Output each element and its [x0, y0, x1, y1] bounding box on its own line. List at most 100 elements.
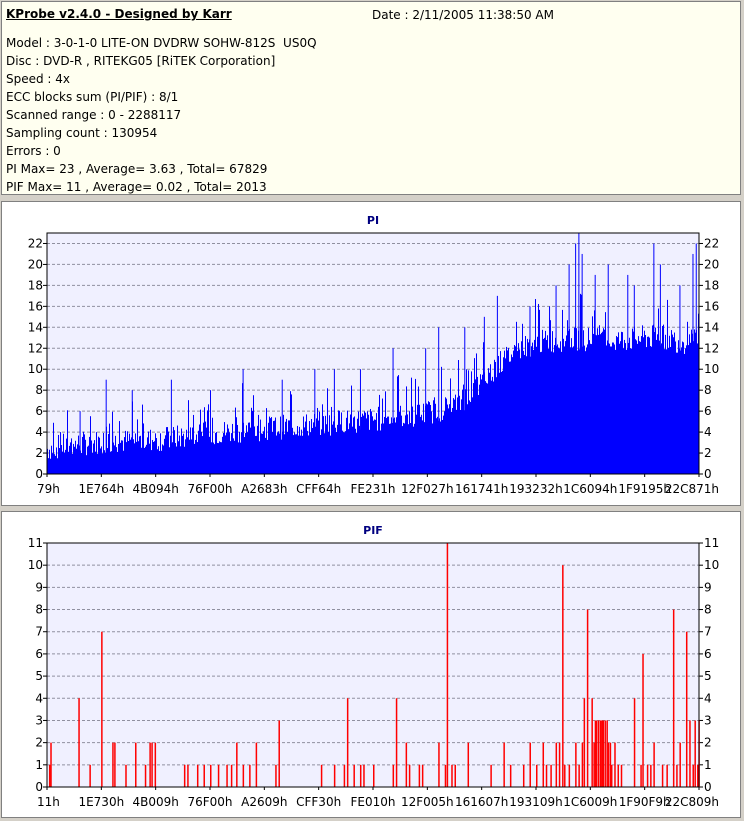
pif-chart-panel: PIF 0 0 1 1 2 2 3 3 4 4 5 5 6 6 7 7 8 8 9 9 10 10 11 11 11h 1E730h… [1, 511, 741, 818]
pi-bar [523, 350, 524, 474]
pi-bar [427, 404, 428, 474]
pif-xlabel: 193109h [509, 795, 562, 809]
pi-bar [201, 431, 202, 474]
pi-bar [207, 410, 208, 474]
pi-bar [233, 438, 234, 474]
pi-bar [475, 379, 476, 474]
pi-bar [506, 346, 507, 474]
pi-bar [346, 417, 347, 474]
pi-bar [572, 347, 573, 474]
pif-bar [536, 764, 538, 787]
pi-bar [145, 446, 146, 474]
pi-plot-border [46, 232, 700, 475]
pif-bar [685, 631, 688, 787]
pi-bar [229, 432, 230, 474]
pi-bar [531, 346, 532, 474]
pi-bar [48, 458, 49, 474]
pi-bar [305, 421, 306, 474]
pi-bar [456, 409, 457, 474]
pi-bar [540, 352, 541, 474]
pif-bar [346, 698, 349, 787]
pi-bar [84, 434, 85, 474]
pi-ylabel-left: 8 [35, 383, 43, 397]
pif-bar [593, 742, 595, 787]
pi-bar [398, 375, 399, 474]
pi-bar [188, 400, 189, 474]
pi-bar [79, 445, 80, 474]
pi-bar [548, 348, 549, 474]
pi-bar [609, 343, 610, 474]
pi-ylabel-left: 0 [35, 467, 43, 481]
pi-bar [550, 320, 551, 474]
pi-bar [684, 353, 685, 474]
pif-bar [597, 720, 600, 787]
pi-bar [222, 436, 223, 474]
pi-bar [659, 264, 661, 474]
pif-bar [614, 742, 616, 787]
pif-bar [275, 764, 277, 787]
pi-bar [321, 429, 322, 474]
pi-bar [602, 331, 603, 474]
pif-bar [444, 764, 447, 787]
pi-bar [414, 423, 415, 474]
pi-bar [319, 411, 320, 474]
pi-bar [425, 348, 427, 474]
pi-bar [386, 418, 387, 474]
pif-bar [392, 764, 395, 787]
pi-bar [193, 414, 194, 474]
pi-bar [108, 434, 109, 474]
pi-bar [559, 348, 560, 474]
pi-bar [343, 432, 344, 474]
pi-bar [337, 424, 338, 474]
pi-bar [541, 351, 542, 474]
pi-bar [160, 433, 161, 474]
pi-bar [573, 346, 574, 474]
pi-bar [203, 422, 204, 474]
pi-bar [206, 427, 207, 474]
pi-bar [677, 352, 678, 474]
pi-bar [90, 416, 91, 474]
pif-ylabel-left: 9 [35, 580, 43, 594]
pi-bar [622, 332, 623, 474]
pi-bar [555, 337, 556, 474]
pi-bar [69, 445, 70, 474]
pi-bar [91, 440, 92, 474]
pi-bar [213, 442, 214, 474]
pif-bar [633, 698, 636, 787]
pi-bar [505, 358, 506, 474]
pi-bar [467, 404, 468, 474]
pi-bar [85, 439, 86, 474]
pi-bar [192, 427, 193, 474]
pi-bar [236, 417, 237, 474]
pi-bar [604, 329, 605, 474]
pi-bar [563, 338, 564, 474]
pi-bar [581, 253, 583, 474]
pif-bar [595, 720, 598, 787]
pi-bar [581, 294, 582, 474]
pi-bar [464, 327, 466, 474]
pi-bar [478, 395, 479, 474]
pi-bar [286, 418, 287, 474]
pi-xlabel: 1F9195h [618, 482, 671, 496]
pif-ylabel-right: 7 [704, 625, 712, 639]
pi-bar [190, 427, 191, 474]
pi-bar [434, 397, 435, 474]
pi-ylabel-right: 18 [704, 278, 719, 292]
pi-bar [546, 340, 547, 474]
pi-bar [498, 355, 499, 474]
pi-bar [127, 431, 128, 474]
pi-bar [663, 324, 664, 474]
pi-bar [496, 377, 497, 474]
pi-bar [221, 442, 222, 474]
pi-bar [420, 416, 421, 474]
pif-ylabel-left: 10 [28, 558, 43, 572]
pi-bar [597, 328, 598, 474]
pi-bar [416, 414, 417, 474]
pi-bar [215, 432, 216, 474]
pi-bar [310, 432, 311, 474]
pi-bar [382, 398, 383, 474]
pi-bar [537, 336, 538, 474]
pi-ylabel-left: 16 [28, 299, 43, 313]
pi-bar [298, 435, 299, 474]
pi-bar [639, 341, 640, 474]
